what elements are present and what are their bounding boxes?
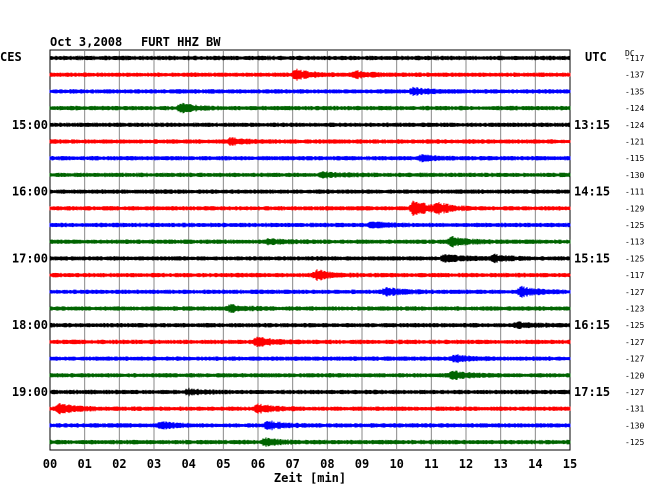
seismic-trace [49,437,571,447]
seismic-trace [49,370,571,381]
local-time-label: 19:00 [12,385,48,399]
local-time-label: 16:00 [12,185,48,199]
x-axis-label: Zeit [min] [274,471,346,485]
dc-offset-label: -113 [625,238,644,247]
x-tick-label: 03 [147,457,161,471]
x-tick-label: 10 [389,457,403,471]
utc-time-label: 14:15 [574,185,610,199]
seismic-trace [49,137,571,146]
dc-offset-label: -127 [625,355,644,364]
utc-time-labels: 13:15 14:15 15:15 16:15 17:15 [574,118,610,399]
trace-group [49,55,571,447]
seismic-trace [49,189,571,194]
local-time-label: 15:00 [12,118,48,132]
seismic-trace [49,321,571,329]
dc-offset-label: -135 [625,87,644,96]
left-zone-label: CES [0,50,22,64]
plot-frame [49,49,571,451]
station-label: FURT HHZ BW [141,35,221,49]
seismic-trace [49,102,571,114]
seismic-trace [49,55,571,61]
x-tick-label: 04 [181,457,195,471]
x-tick-label: 01 [77,457,91,471]
utc-time-label: 16:15 [574,318,610,332]
seismic-trace [49,354,571,364]
dc-offset-label: -121 [625,138,644,147]
x-tick-label: 08 [320,457,334,471]
dc-offset-label: -125 [625,221,644,230]
dc-offset-label: -120 [625,371,644,380]
seismic-trace [49,171,571,179]
x-tick-label: 14 [528,457,542,471]
local-time-label: 18:00 [12,318,48,332]
local-time-labels: 15:00 16:00 17:00 18:00 19:00 [12,118,48,399]
dc-offset-label: -129 [625,204,644,213]
utc-time-label: 13:15 [574,118,610,132]
seismic-trace [49,336,571,348]
dc-offset-label: -117 [625,54,644,63]
x-tick-label: 13 [493,457,507,471]
x-tick-label: 00 [43,457,57,471]
seismic-trace [49,221,571,229]
dc-offset-label: -130 [625,421,644,430]
seismic-trace [49,68,571,81]
dc-offset-label: -115 [625,154,644,163]
x-tick-labels: 00 01 02 03 04 05 06 07 08 09 10 11 12 13 14 15 [43,457,577,471]
local-time-label: 17:00 [12,251,48,265]
dc-offset-label: -125 [625,438,644,447]
seismic-trace [49,122,571,128]
dc-offset-label: -127 [625,388,644,397]
dc-offset-label: -124 [625,104,644,113]
dc-offset-label: -130 [625,171,644,180]
seismic-trace [49,403,571,415]
dc-offset-label: -127 [625,288,644,297]
seismic-trace [49,387,571,397]
seismic-trace [49,235,571,248]
dc-offset-label: -131 [625,405,644,414]
x-tick-label: 07 [285,457,299,471]
dc-offset-label: -124 [625,121,644,130]
x-tick-label: 05 [216,457,230,471]
date-label: Oct 3,2008 [50,35,122,49]
dc-offset-label: -125 [625,321,644,330]
seismic-trace [49,154,571,163]
seismic-trace [49,269,571,281]
utc-time-label: 17:15 [574,385,610,399]
x-tick-label: 02 [112,457,126,471]
dc-offset-labels: -117 -137 -135 -124 -124 -121 -115 -130 -111 -129… [625,54,644,447]
utc-time-label: 15:15 [574,251,610,265]
seismic-trace [49,285,571,298]
dc-offset-label: -125 [625,254,644,263]
x-tick-label: 11 [424,457,438,471]
x-tick-label: 09 [355,457,369,471]
seismic-trace [49,86,571,96]
dc-offset-label: -137 [625,71,644,80]
grid-lines [84,50,536,450]
seismic-trace [49,253,571,264]
seismic-trace [49,420,571,431]
dc-offset-label: -127 [625,338,644,347]
dc-label: DC [625,49,635,58]
dc-offset-label: -111 [625,188,644,197]
right-zone-label: UTC [585,50,607,64]
x-tick-label: 06 [251,457,265,471]
dc-offset-label: -123 [625,305,644,314]
seismic-trace [49,303,571,314]
x-tick-label: 12 [459,457,473,471]
seismic-trace [49,200,571,216]
x-tick-label: 15 [563,457,577,471]
dc-offset-label: -117 [625,271,644,280]
